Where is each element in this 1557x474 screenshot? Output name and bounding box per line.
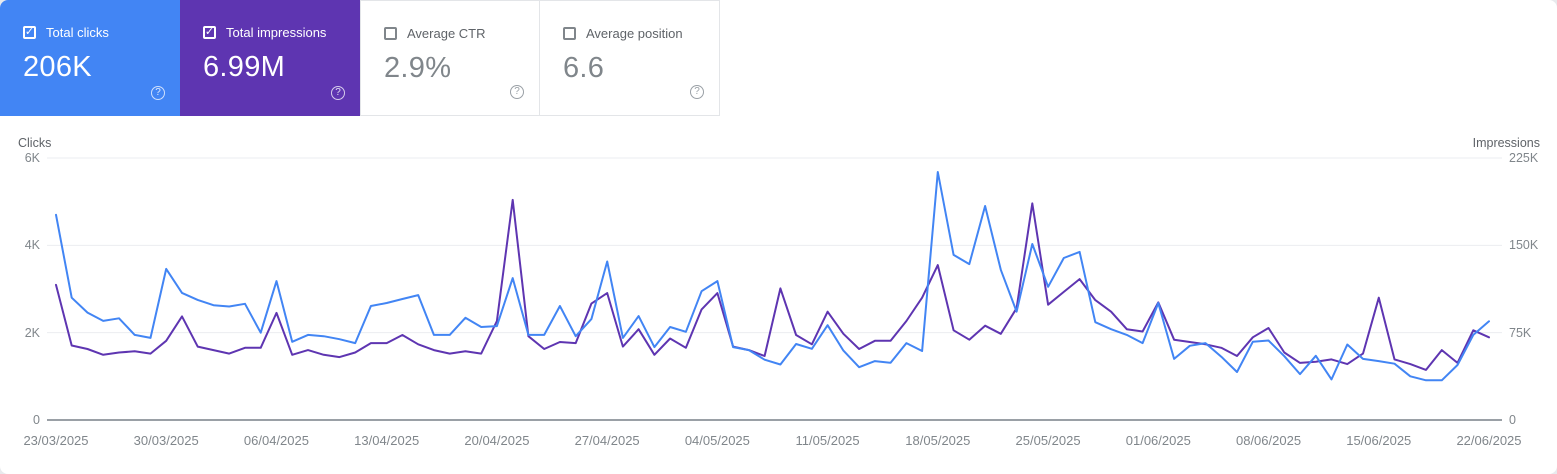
average-position-label: Average position — [586, 26, 683, 41]
x-tick-label: 22/06/2025 — [1456, 433, 1522, 448]
average-position-checkbox[interactable] — [563, 27, 576, 40]
card-total-clicks[interactable]: ✓ Total clicks 206K ? — [0, 0, 180, 116]
x-tick-label: 18/05/2025 — [905, 433, 971, 448]
average-ctr-value: 2.9% — [384, 52, 452, 84]
help-icon[interactable]: ? — [510, 85, 524, 99]
total-impressions-label: Total impressions — [226, 25, 327, 40]
right-y-tick-label: 75K — [1509, 325, 1532, 340]
average-position-value: 6.6 — [563, 52, 605, 84]
left-y-tick-label: 6K — [24, 151, 40, 165]
right-axis-title: Impressions — [1472, 136, 1540, 150]
average-ctr-checkbox[interactable] — [384, 27, 397, 40]
total-impressions-checkbox[interactable]: ✓ — [203, 26, 216, 39]
card-average-ctr[interactable]: Average CTR 2.9% ? — [360, 0, 540, 116]
card-header: Average position — [540, 1, 719, 41]
card-header: ✓ Total clicks — [0, 0, 180, 40]
help-icon[interactable]: ? — [331, 86, 345, 100]
total-clicks-value: 206K — [23, 51, 92, 83]
x-tick-label: 15/06/2025 — [1346, 433, 1412, 448]
impressions-line — [55, 198, 1490, 371]
left-axis-title: Clicks — [18, 136, 52, 150]
left-y-tick-label: 0 — [33, 413, 40, 427]
right-y-tick-label: 0 — [1509, 413, 1516, 427]
card-average-position[interactable]: Average position 6.6 ? — [540, 0, 720, 116]
card-header: Average CTR — [361, 1, 539, 41]
clicks-line — [55, 171, 1490, 382]
x-tick-label: 01/06/2025 — [1125, 433, 1191, 448]
card-total-impressions[interactable]: ✓ Total impressions 6.99M ? — [180, 0, 360, 116]
total-impressions-value: 6.99M — [203, 51, 286, 83]
total-clicks-checkbox[interactable]: ✓ — [23, 26, 36, 39]
x-tick-label: 27/04/2025 — [574, 433, 640, 448]
right-y-tick-label: 150K — [1509, 238, 1539, 253]
x-tick-label: 04/05/2025 — [684, 433, 750, 448]
left-y-tick-label: 4K — [24, 238, 40, 253]
x-tick-label: 06/04/2025 — [243, 433, 309, 448]
x-tick-label: 13/04/2025 — [354, 433, 420, 448]
total-clicks-label: Total clicks — [46, 25, 109, 40]
right-y-tick-label: 225K — [1509, 151, 1539, 165]
metric-cards-row: ✓ Total clicks 206K ? ✓ Total impression… — [0, 0, 720, 116]
help-icon[interactable]: ? — [690, 85, 704, 99]
x-tick-label: 23/03/2025 — [23, 433, 89, 448]
card-header: ✓ Total impressions — [180, 0, 360, 40]
x-tick-label: 20/04/2025 — [464, 433, 530, 448]
x-tick-label: 25/05/2025 — [1015, 433, 1081, 448]
help-icon[interactable]: ? — [151, 86, 165, 100]
x-tick-label: 08/06/2025 — [1235, 433, 1302, 448]
average-ctr-label: Average CTR — [407, 26, 486, 41]
x-tick-label: 30/03/2025 — [133, 433, 199, 448]
left-y-tick-label: 2K — [24, 325, 40, 340]
x-tick-label: 11/05/2025 — [795, 433, 860, 448]
